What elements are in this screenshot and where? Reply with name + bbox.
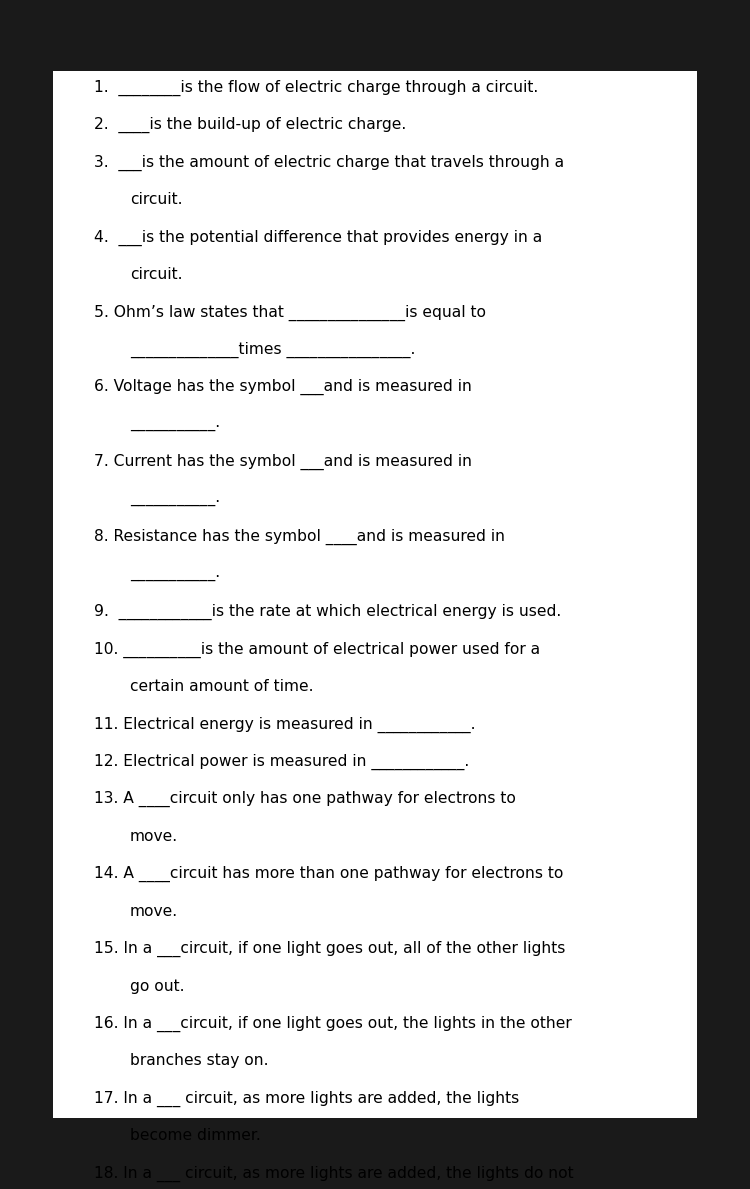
Text: 1.  ________is the flow of electric charge through a circuit.: 1. ________is the flow of electric charg… <box>94 80 538 96</box>
Text: 4.  ___is the potential difference that provides energy in a: 4. ___is the potential difference that p… <box>94 229 542 246</box>
Text: 11. Electrical energy is measured in ____________.: 11. Electrical energy is measured in ___… <box>94 716 476 732</box>
Text: 2.  ____is the build-up of electric charge.: 2. ____is the build-up of electric charg… <box>94 117 406 133</box>
Text: move.: move. <box>130 829 178 844</box>
Text: move.: move. <box>130 904 178 919</box>
Text: certain amount of time.: certain amount of time. <box>130 679 314 694</box>
Text: 10. __________is the amount of electrical power used for a: 10. __________is the amount of electrica… <box>94 641 540 658</box>
Text: 14. A ____circuit has more than one pathway for electrons to: 14. A ____circuit has more than one path… <box>94 866 563 882</box>
Text: 6. Voltage has the symbol ___and is measured in: 6. Voltage has the symbol ___and is meas… <box>94 379 472 396</box>
Text: 15. In a ___circuit, if one light goes out, all of the other lights: 15. In a ___circuit, if one light goes o… <box>94 940 566 957</box>
Text: 5. Ohm’s law states that _______________is equal to: 5. Ohm’s law states that _______________… <box>94 304 486 321</box>
Text: 8. Resistance has the symbol ____and is measured in: 8. Resistance has the symbol ____and is … <box>94 529 505 546</box>
Text: 18. In a ___ circuit, as more lights are added, the lights do not: 18. In a ___ circuit, as more lights are… <box>94 1165 573 1182</box>
Text: 7. Current has the symbol ___and is measured in: 7. Current has the symbol ___and is meas… <box>94 454 472 471</box>
Text: ___________.: ___________. <box>130 566 220 581</box>
Text: 9.  ____________is the rate at which electrical energy is used.: 9. ____________is the rate at which elec… <box>94 604 561 621</box>
Text: 13. A ____circuit only has one pathway for electrons to: 13. A ____circuit only has one pathway f… <box>94 791 516 807</box>
Text: branches stay on.: branches stay on. <box>130 1053 268 1069</box>
Bar <box>53 71 698 1118</box>
Text: circuit.: circuit. <box>130 191 182 207</box>
Text: go out.: go out. <box>130 979 184 994</box>
Text: ___________.: ___________. <box>130 491 220 507</box>
Text: become dimmer.: become dimmer. <box>130 1128 260 1144</box>
Text: ______________times ________________.: ______________times ________________. <box>130 341 416 358</box>
Text: 16. In a ___circuit, if one light goes out, the lights in the other: 16. In a ___circuit, if one light goes o… <box>94 1015 572 1032</box>
Text: 12. Electrical power is measured in ____________.: 12. Electrical power is measured in ____… <box>94 754 469 770</box>
Text: 3.  ___is the amount of electric charge that travels through a: 3. ___is the amount of electric charge t… <box>94 155 564 171</box>
Text: 17. In a ___ circuit, as more lights are added, the lights: 17. In a ___ circuit, as more lights are… <box>94 1090 519 1107</box>
Text: ___________.: ___________. <box>130 416 220 432</box>
Text: circuit.: circuit. <box>130 266 182 282</box>
